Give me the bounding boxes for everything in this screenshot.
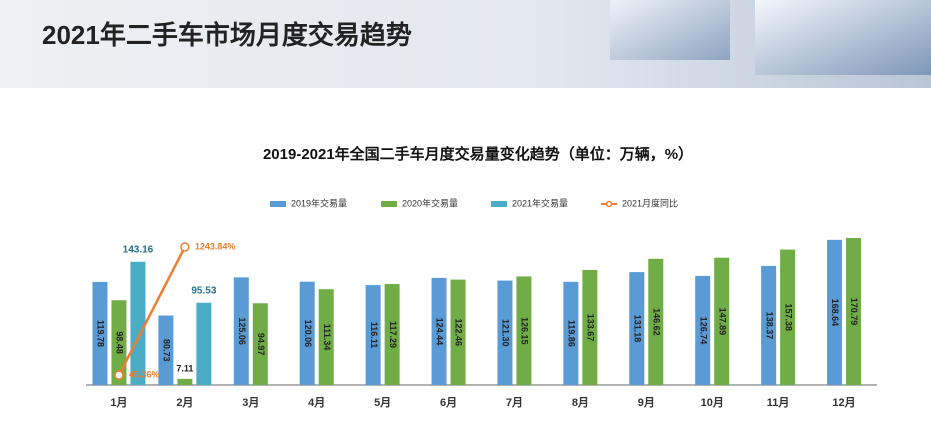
value-label: 146.62 [651, 308, 661, 336]
x-tick-label: 10月 [701, 396, 724, 409]
value-label: 125.06 [237, 317, 247, 345]
value-label: 117.29 [388, 321, 398, 348]
bar [648, 258, 664, 385]
bar [252, 303, 268, 385]
x-tick-label: 2月 [176, 396, 193, 409]
legend-swatch [270, 201, 286, 207]
value-label: 157.38 [783, 304, 793, 332]
x-tick-label: 4月 [308, 396, 325, 409]
bar [714, 257, 730, 385]
legend-label: 2021月度同比 [622, 197, 678, 208]
chart-title: 2019-2021年全国二手车月度交易量变化趋势（单位：万辆，%） [263, 145, 693, 163]
value-label: 116.11 [369, 322, 379, 349]
value-label: 124.44 [435, 318, 445, 346]
x-tick-label: 7月 [506, 396, 523, 409]
x-tick-label: 6月 [440, 396, 457, 409]
value-label: 95.53 [191, 285, 216, 296]
bar [582, 269, 598, 385]
legend-swatch [491, 201, 507, 207]
value-label: 122.46 [454, 319, 464, 347]
value-label: 126.74 [698, 317, 708, 345]
legend-label: 2021年交易量 [512, 197, 568, 208]
bar [318, 289, 334, 385]
bar [111, 300, 127, 385]
line-marker [114, 370, 124, 380]
bar [365, 285, 381, 385]
value-label: 119.86 [567, 320, 577, 347]
bar [384, 284, 400, 385]
value-label: 133.67 [586, 314, 596, 342]
value-label: 126.15 [520, 317, 530, 345]
value-label: 120.06 [303, 320, 313, 348]
bar [827, 239, 843, 385]
bar [158, 315, 174, 385]
value-label: 111.34 [322, 324, 332, 351]
bar [130, 261, 146, 385]
legend-swatch [381, 201, 397, 207]
x-tick-label: 11月 [767, 396, 790, 409]
value-label: 170.79 [849, 298, 859, 326]
legend-label: 2019年交易量 [291, 197, 347, 208]
bar [299, 281, 315, 385]
legend-label: 2020年交易量 [402, 197, 458, 208]
value-label: 168.64 [830, 299, 840, 327]
value-label: 94.97 [256, 333, 266, 356]
line-value-label: 1243.84% [195, 241, 236, 251]
bar [695, 275, 711, 385]
plot: 2019年交易量 2020年交易量 2021年交易量 2021月度同比 1月 119.78… [86, 197, 877, 409]
x-tick-label: 8月 [572, 396, 589, 409]
x-tick-label: 12月 [832, 396, 855, 409]
x-tick-label: 5月 [374, 396, 391, 409]
x-tick-label: 9月 [638, 396, 655, 409]
bar [780, 249, 796, 385]
line-marker [180, 242, 190, 252]
page-title: 2021年二手车市场月度交易趋势 [42, 20, 412, 50]
value-label: 7.11 [176, 363, 193, 373]
line-value-label: 45.36% [129, 370, 160, 380]
bar [761, 265, 777, 385]
x-tick-label: 1月 [110, 396, 127, 409]
value-label: 138.37 [764, 312, 774, 340]
bar [516, 276, 532, 385]
value-label: 121.30 [501, 319, 511, 347]
value-label: 147.89 [717, 308, 727, 336]
bar [92, 281, 108, 385]
bar [233, 277, 249, 385]
x-tick-label: 3月 [242, 396, 259, 409]
bar [177, 378, 193, 385]
bar [196, 302, 212, 385]
bar [450, 279, 466, 385]
header-decor [755, 0, 931, 75]
bar [431, 277, 447, 385]
legend-swatch [605, 200, 613, 208]
value-label: 131.18 [632, 315, 642, 343]
line [117, 246, 186, 376]
header-decor [610, 0, 730, 60]
bar [563, 281, 579, 385]
value-label: 143.16 [123, 244, 154, 255]
value-label: 98.48 [115, 331, 125, 354]
value-label: 119.78 [96, 320, 106, 347]
value-label: 80.73 [162, 339, 172, 362]
bar [629, 272, 645, 385]
bar [497, 280, 513, 385]
bar [846, 238, 862, 385]
